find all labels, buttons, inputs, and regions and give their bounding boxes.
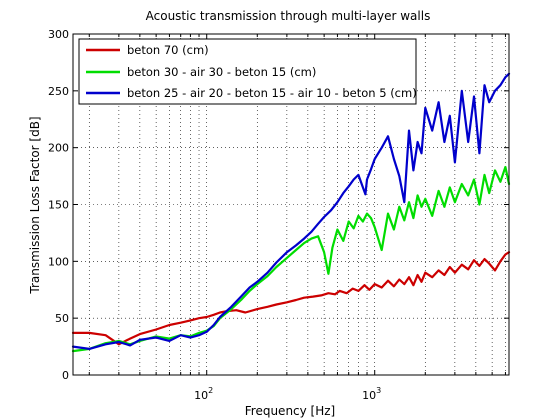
legend-label-2: beton 25 - air 20 - beton 15 - air 10 - … xyxy=(127,86,417,100)
y-axis-label: Transmission Loss Factor [dB] xyxy=(28,116,42,294)
x-tick-label: 102 xyxy=(194,386,213,402)
y-tick-label: 100 xyxy=(48,255,69,268)
axis-ticks: 0 50 100 150 200 250 300 102 103 xyxy=(48,28,509,402)
legend-label-0: beton 70 (cm) xyxy=(127,43,209,57)
x-axis-label: Frequency [Hz] xyxy=(245,404,336,418)
y-tick-label: 150 xyxy=(48,199,69,212)
x-tick-label: 103 xyxy=(362,386,381,402)
legend: beton 70 (cm) beton 30 - air 30 - beton … xyxy=(78,38,417,105)
y-tick-label: 200 xyxy=(48,142,69,155)
y-tick-label: 250 xyxy=(48,85,69,98)
chart-title: Acoustic transmission through multi-laye… xyxy=(146,9,431,23)
series-line-0 xyxy=(71,251,511,346)
y-tick-label: 0 xyxy=(62,369,69,382)
legend-box xyxy=(78,38,417,105)
y-tick-label: 300 xyxy=(48,28,69,41)
series-line-2 xyxy=(71,72,511,350)
series-group xyxy=(71,72,511,353)
legend-label-1: beton 30 - air 30 - beton 15 (cm) xyxy=(127,65,316,79)
y-tick-label: 50 xyxy=(55,312,69,325)
series-line-1 xyxy=(71,165,511,353)
